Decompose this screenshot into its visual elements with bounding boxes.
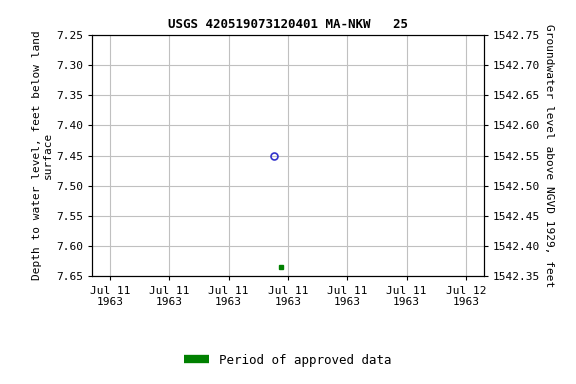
Y-axis label: Groundwater level above NGVD 1929, feet: Groundwater level above NGVD 1929, feet [544,24,554,287]
Y-axis label: Depth to water level, feet below land
surface: Depth to water level, feet below land su… [32,31,54,280]
Legend: Period of approved data: Period of approved data [179,349,397,372]
Title: USGS 420519073120401 MA-NKW   25: USGS 420519073120401 MA-NKW 25 [168,18,408,31]
